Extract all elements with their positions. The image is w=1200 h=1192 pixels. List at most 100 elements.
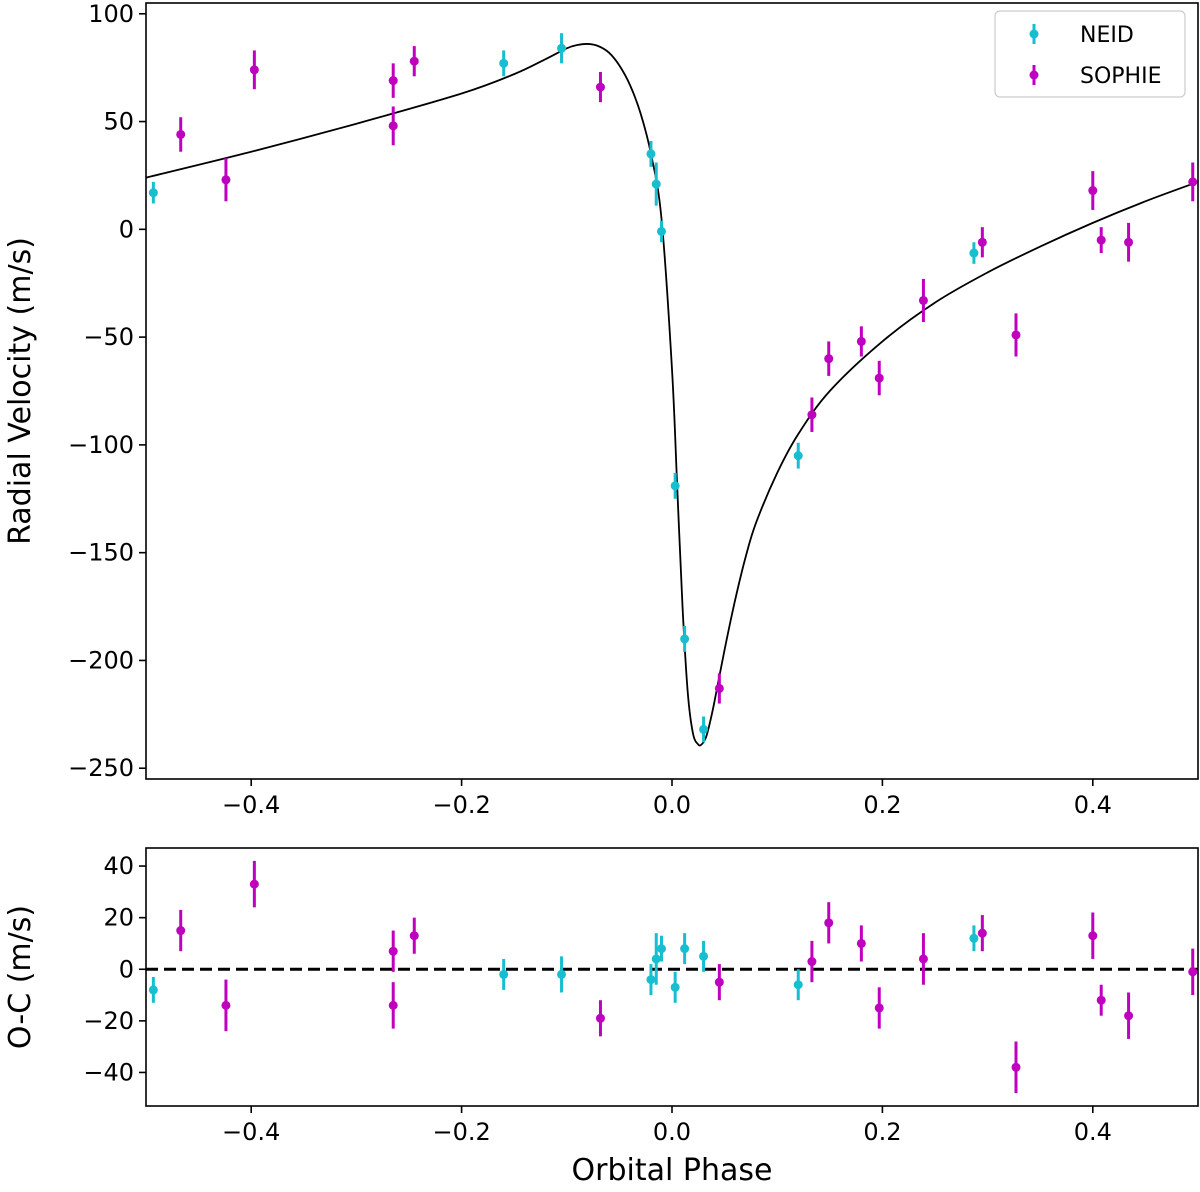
sophie-point <box>595 1013 605 1023</box>
series-sophie <box>176 46 1198 704</box>
neid-point <box>557 43 567 53</box>
radial-velocity-plot-area <box>146 33 1198 747</box>
sophie-point <box>977 237 987 247</box>
residuals-frame <box>145 847 1199 1107</box>
oc-y-tick-label: −20 <box>83 1007 134 1035</box>
sophie-point <box>1188 967 1198 977</box>
neid-point <box>499 969 509 979</box>
sophie-point <box>1188 177 1198 187</box>
rv-y-tick-label: −50 <box>83 323 134 351</box>
sophie-point <box>1124 237 1134 247</box>
legend-box <box>994 10 1186 98</box>
oc-x-tick-label: 0.4 <box>1074 1118 1112 1146</box>
oc-y-tick-label: −40 <box>83 1058 134 1086</box>
sophie-point <box>1096 235 1106 245</box>
sophie-point <box>1124 1011 1134 1021</box>
sophie-point <box>221 1000 231 1010</box>
sophie-point <box>856 336 866 346</box>
legend-entry-neid: NEID <box>1029 23 1134 48</box>
neid-point <box>148 985 158 995</box>
sophie-point <box>595 82 605 92</box>
neid-point <box>670 481 680 491</box>
sophie-point <box>176 926 186 936</box>
residuals-points <box>148 860 1198 1094</box>
oc-y-tick-label: 20 <box>103 904 134 932</box>
neid-point <box>646 149 656 159</box>
sophie-point <box>918 295 928 305</box>
oc-x-tick-label: −0.4 <box>222 1118 280 1146</box>
neid-point <box>651 179 661 189</box>
neid-point <box>699 724 709 734</box>
oc-x-tick-label: −0.2 <box>432 1118 490 1146</box>
sophie-point <box>714 977 724 987</box>
sophie-point <box>856 938 866 948</box>
series-neid <box>148 925 979 1003</box>
radial-velocity-points <box>148 33 1198 743</box>
rv-x-tick-label: −0.4 <box>222 791 280 819</box>
radial-velocity-panel: −0.4 −0.2 0.0 0.2 0.4 100 50 0 −50 −100 −150 −200 −2… <box>3 0 1199 819</box>
sophie-point <box>388 121 398 131</box>
sophie-point <box>388 946 398 956</box>
sophie-point <box>1011 330 1021 340</box>
neid-point <box>651 954 661 964</box>
legend-neid-label: NEID <box>1080 23 1134 48</box>
oc-y-tick-label: 40 <box>103 852 134 880</box>
rv-y-tick-label: 50 <box>103 108 134 136</box>
legend-sophie-label: SOPHIE <box>1080 64 1161 89</box>
radial-velocity-frame <box>145 2 1199 780</box>
rv-y-tick-label: −200 <box>68 646 134 674</box>
sophie-point <box>176 129 186 139</box>
neid-point <box>793 980 803 990</box>
series-sophie <box>176 860 1198 1094</box>
sophie-point <box>1088 931 1098 941</box>
rv-y-tick-label: 100 <box>88 0 134 28</box>
sophie-point <box>388 76 398 86</box>
neid-point <box>969 248 979 258</box>
sophie-point <box>409 931 419 941</box>
residuals-ticks: −0.4 −0.2 0.0 0.2 0.4 40 20 0 −20 −40 <box>83 852 1112 1146</box>
sophie-point <box>807 957 817 967</box>
neid-point <box>670 982 680 992</box>
rv-x-tick-label: −0.2 <box>432 791 490 819</box>
keplerian-model-curve <box>146 43 1198 747</box>
neid-point <box>793 451 803 461</box>
rv-y-tick-label: −100 <box>68 431 134 459</box>
sophie-point <box>409 56 419 66</box>
neid-point <box>680 634 690 644</box>
legend-sophie-marker <box>1029 70 1039 80</box>
orbital-phase-axis-label: Orbital Phase <box>572 1153 773 1188</box>
sophie-point <box>249 879 259 889</box>
neid-point <box>656 226 666 236</box>
sophie-point <box>977 928 987 938</box>
neid-point <box>499 58 509 68</box>
legend-entry-sophie: SOPHIE <box>1029 64 1161 89</box>
sophie-point <box>807 410 817 420</box>
sophie-point <box>874 1003 884 1013</box>
sophie-point <box>824 354 834 364</box>
series-neid <box>148 33 979 743</box>
sophie-point <box>918 954 928 964</box>
sophie-point <box>1096 995 1106 1005</box>
radial-velocity-axis-label: Radial Velocity (m/s) <box>3 237 38 545</box>
neid-point <box>680 944 690 954</box>
sophie-point <box>1011 1062 1021 1072</box>
neid-point <box>646 975 656 985</box>
neid-point <box>557 969 567 979</box>
residuals-panel: −0.4 −0.2 0.0 0.2 0.4 40 20 0 −20 −40 O-C (m/s) O… <box>3 847 1199 1188</box>
sophie-point <box>824 918 834 928</box>
legend-neid-marker <box>1029 29 1039 39</box>
neid-point <box>699 951 709 961</box>
oc-x-tick-label: 0.2 <box>863 1118 901 1146</box>
neid-point <box>969 933 979 943</box>
legend: NEID SOPHIE <box>994 10 1186 98</box>
rv-x-tick-label: 0.4 <box>1074 791 1112 819</box>
sophie-point <box>221 175 231 185</box>
sophie-point <box>874 373 884 383</box>
rv-y-tick-label: 0 <box>119 215 134 243</box>
sophie-point <box>1088 186 1098 196</box>
rv-x-tick-label: 0.0 <box>653 791 691 819</box>
oc-x-tick-label: 0.0 <box>653 1118 691 1146</box>
sophie-point <box>714 683 724 693</box>
